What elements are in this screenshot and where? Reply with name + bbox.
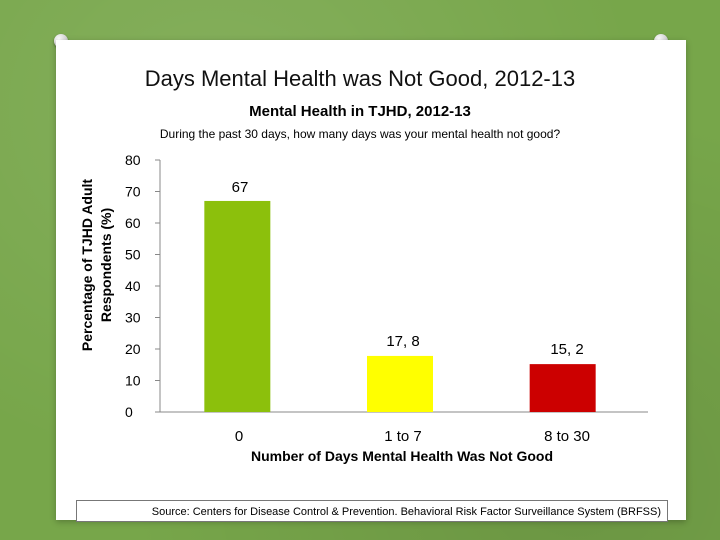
x-tick-labels: 0 1 to 7 8 to 30	[235, 428, 590, 445]
chart-subtitle: During the past 30 days, how many days w…	[159, 127, 561, 141]
y-tick-label: 60	[125, 215, 141, 231]
x-tick-label: 0	[235, 428, 243, 445]
x-axis-label: Number of Days Mental Health Was Not Goo…	[251, 448, 553, 464]
value-labels: 67 17, 8 15, 2	[232, 179, 584, 358]
bar	[529, 364, 596, 412]
chart-title: Mental Health in TJHD, 2012-13	[249, 103, 471, 120]
y-ticks: 0 10 20 30 40 50 60 70 80	[125, 152, 160, 420]
value-label: 15, 2	[550, 341, 583, 358]
y-tick-label: 10	[125, 373, 141, 389]
y-tick-label: 40	[125, 278, 141, 294]
bars	[204, 200, 596, 412]
x-tick-label: 1 to 7	[384, 428, 422, 445]
slide-title: Days Mental Health was Not Good, 2012-13	[0, 66, 720, 92]
y-tick-label: 70	[125, 184, 141, 200]
slide-title-main: Days Mental Health was Not Good,	[144, 66, 489, 91]
x-tick-label: 8 to 30	[544, 428, 590, 445]
bar	[204, 200, 271, 412]
value-label: 67	[232, 179, 249, 196]
bar	[367, 355, 433, 412]
slide-title-years: 2012-13	[494, 66, 576, 91]
value-label: 17, 8	[386, 333, 419, 350]
y-tick-label: 50	[125, 247, 141, 263]
y-tick-label: 80	[125, 152, 141, 168]
source-citation: Source: Centers for Disease Control & Pr…	[76, 500, 668, 522]
y-tick-label: 20	[125, 341, 141, 357]
slide-panel	[56, 40, 686, 520]
y-tick-label: 0	[125, 404, 133, 420]
y-tick-label: 30	[125, 310, 141, 326]
